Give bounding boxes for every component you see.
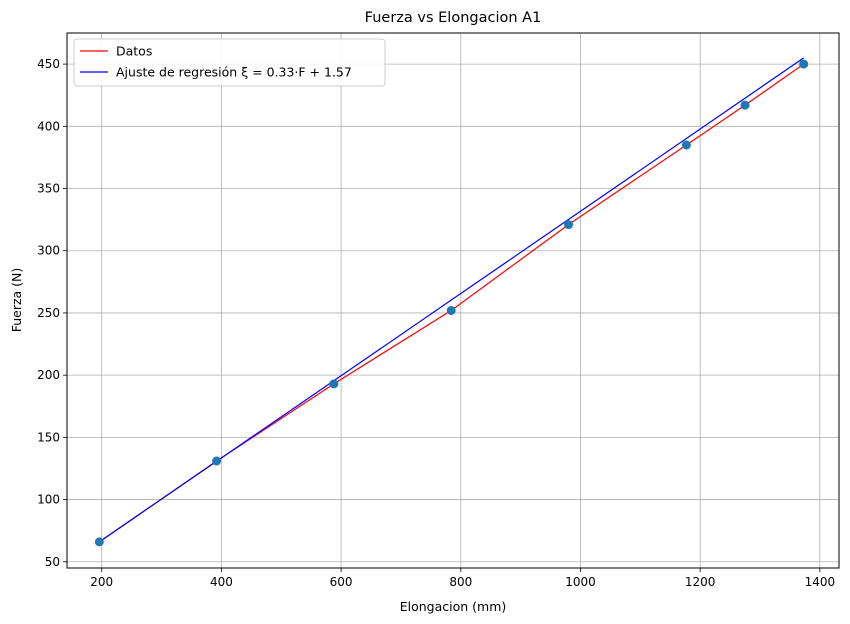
x-axis-ticks: 200 400 600 800 1000 1200 1400 bbox=[90, 568, 835, 589]
data-point bbox=[799, 59, 809, 69]
x-tick-label: 800 bbox=[449, 575, 472, 589]
x-axis-label: Elongacion (mm) bbox=[400, 599, 507, 614]
legend-label-1: Ajuste de regresión ξ = 0.33·F + 1.57 bbox=[116, 65, 352, 80]
y-tick-label: 250 bbox=[37, 306, 60, 320]
x-tick-label: 1200 bbox=[685, 575, 716, 589]
plot-frame bbox=[66, 32, 840, 569]
data-point bbox=[564, 220, 574, 230]
x-tick-label: 1400 bbox=[805, 575, 836, 589]
y-tick-label: 50 bbox=[45, 555, 60, 569]
data-point bbox=[212, 456, 222, 466]
y-axis-label: Fuerza (N) bbox=[9, 268, 24, 333]
data-point bbox=[681, 140, 691, 150]
legend: Datos Ajuste de regresión ξ = 0.33·F + 1.… bbox=[73, 38, 386, 87]
y-tick-label: 400 bbox=[37, 119, 60, 133]
y-tick-label: 300 bbox=[37, 244, 60, 258]
x-tick-label: 400 bbox=[210, 575, 233, 589]
y-tick-label: 150 bbox=[37, 430, 60, 444]
x-tick-label: 200 bbox=[90, 575, 113, 589]
y-tick-label: 100 bbox=[37, 493, 60, 507]
y-tick-label: 350 bbox=[37, 182, 60, 196]
grid bbox=[67, 33, 839, 568]
y-tick-label: 200 bbox=[37, 368, 60, 382]
data-point bbox=[329, 379, 339, 389]
x-tick-label: 1000 bbox=[565, 575, 596, 589]
y-axis-ticks: 50 100 150 200 250 300 350 400 450 bbox=[37, 57, 67, 569]
y-tick-label: 450 bbox=[37, 57, 60, 71]
legend-label-0: Datos bbox=[116, 44, 152, 59]
data-points bbox=[94, 59, 809, 547]
data-point bbox=[94, 537, 104, 547]
chart-title: Fuerza vs Elongacion A1 bbox=[365, 10, 542, 26]
data-point bbox=[446, 305, 456, 315]
legend-box bbox=[73, 38, 386, 87]
data-point bbox=[740, 100, 750, 110]
x-tick-label: 600 bbox=[330, 575, 353, 589]
